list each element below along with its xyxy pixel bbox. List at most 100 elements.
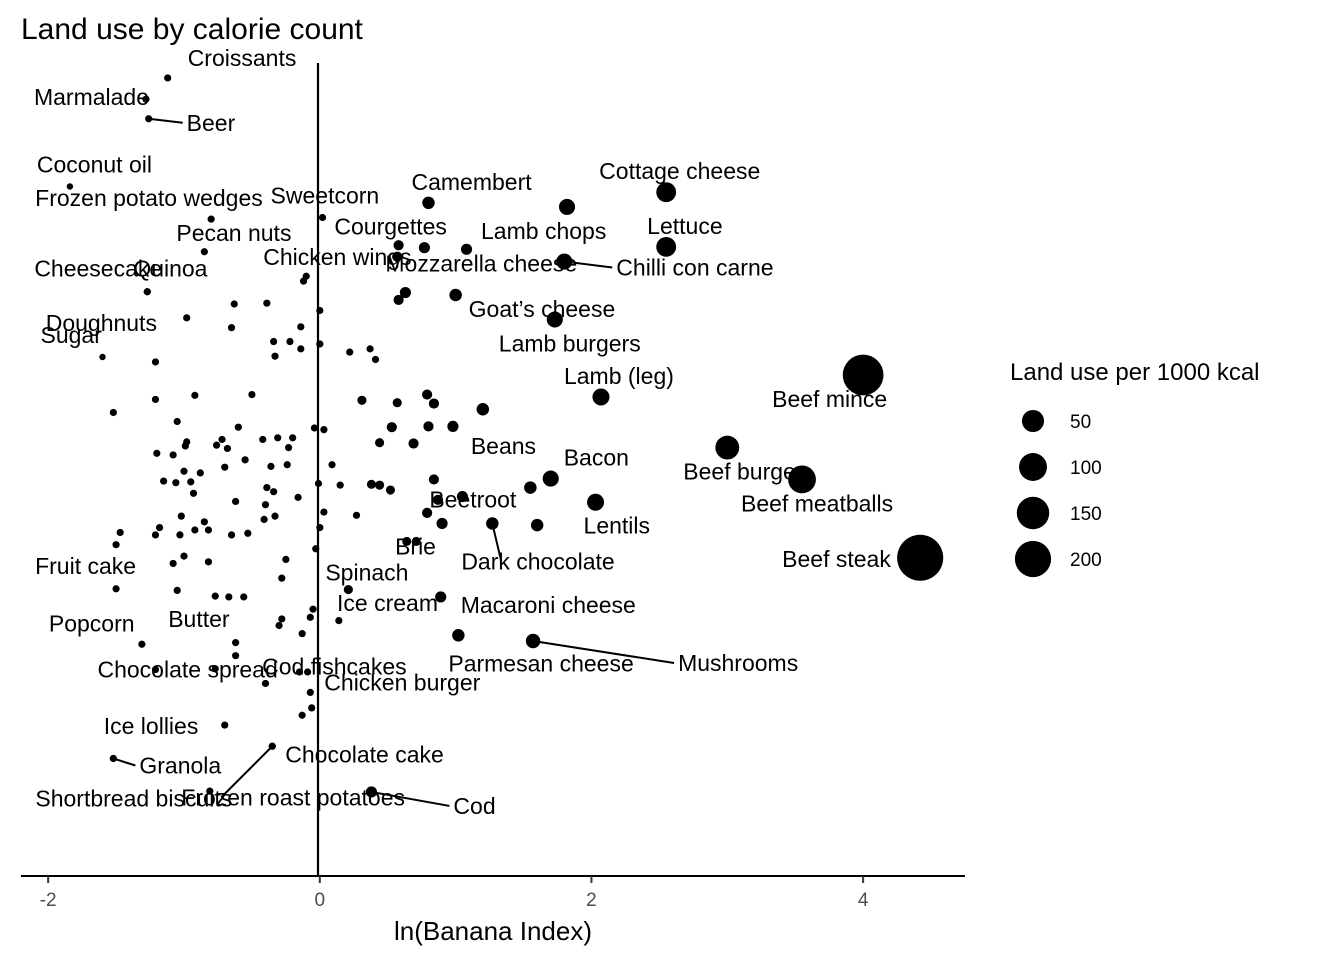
point-label-lentils: Lentils: [584, 512, 650, 538]
scatter-point-lamb-burgers: [546, 311, 563, 328]
scatter-point: [223, 444, 232, 453]
point-label-brie: Brie: [395, 533, 436, 559]
legend-label-50: 50: [1070, 412, 1091, 433]
point-label-chicken-burger: Chicken burger: [324, 669, 480, 695]
scatter-point: [422, 507, 433, 518]
scatter-point: [173, 586, 181, 595]
scatter-point-lamb-chops: [558, 198, 576, 215]
scatter-point: [297, 323, 305, 331]
point-label-beer: Beer: [187, 110, 236, 136]
point-label-quinoa: Quinoa: [133, 256, 207, 282]
scatter-point: [240, 593, 248, 601]
scatter-point: [375, 480, 385, 490]
scatter-point: [200, 518, 208, 526]
scatter-point: [160, 477, 168, 485]
point-label-courgettes: Courgettes: [334, 214, 447, 240]
scatter-point: [176, 531, 184, 539]
legend-label-200: 200: [1070, 550, 1102, 571]
scatter-point: [408, 438, 419, 449]
scatter-point: [155, 523, 164, 532]
legend-size-key-50: [1021, 409, 1045, 433]
scatter-point: [263, 483, 271, 492]
scatter-point: [530, 518, 544, 532]
scatter-point: [460, 243, 473, 255]
scatter-point: [180, 552, 188, 560]
scatter-point: [248, 390, 256, 399]
scatter-point-pecan-nuts: [200, 248, 208, 256]
scatter-point-chilli-con-carne: [556, 253, 573, 270]
legend-size-key-100: [1019, 453, 1047, 481]
scatter-point: [310, 424, 318, 432]
point-label-doughnuts: Doughnuts: [46, 310, 157, 336]
scatter-point: [278, 615, 286, 623]
scatter-point-cod: [365, 786, 378, 798]
point-label-dark-chocolate: Dark chocolate: [461, 548, 614, 574]
point-label-shortbread-biscuits: Shortbread biscuits: [35, 785, 232, 811]
scatter-point: [260, 515, 268, 524]
scatter-point: [230, 300, 238, 308]
point-label-chilli-con-carne: Chilli con carne: [616, 255, 773, 281]
point-label-goat-s-cheese: Goat’s cheese: [469, 296, 616, 322]
scatter-point: [112, 541, 120, 549]
scatter-point: [191, 526, 199, 534]
scatter-point: [153, 449, 161, 457]
point-label-granola: Granola: [139, 752, 221, 778]
scatter-point: [227, 531, 236, 539]
point-labels: Croissants Marmalade Beer Coconut oil Frozen…: [34, 45, 893, 819]
point-label-cottage-cheese: Cottage cheese: [599, 158, 760, 184]
scatter-point-brie: [436, 517, 448, 530]
scatter-point: [306, 613, 314, 621]
x-axis-title: ln(Banana Index): [394, 916, 592, 946]
scatter-point-mozzarella-cheese: [399, 286, 411, 299]
data-points: [66, 74, 944, 798]
point-label-lamb-chops: Lamb chops: [481, 218, 606, 244]
scatter-point: [181, 442, 189, 450]
connector-frozen-roast-potatoes: [220, 745, 273, 798]
scatter-point: [328, 461, 336, 469]
scatter-point-mushrooms: [525, 633, 541, 649]
scatter-point-chocolate-spread: [261, 679, 270, 688]
scatter-point: [295, 668, 304, 676]
x-tick-label: 2: [586, 890, 597, 911]
scatter-point: [177, 512, 185, 520]
scatter-point-lettuce: [656, 236, 677, 257]
scatter-point: [352, 511, 361, 519]
scatter-point: [308, 704, 316, 712]
point-label-lettuce: Lettuce: [647, 213, 722, 239]
scatter-point-spinach: [343, 585, 353, 595]
connector-chilli-con-carne: [564, 260, 613, 269]
point-label-cod: Cod: [453, 793, 495, 819]
scatter-point: [151, 531, 160, 539]
scatter-point: [225, 593, 233, 601]
scatter-point: [422, 389, 433, 400]
point-label-parmesan-cheese: Parmesan cheese: [448, 650, 633, 676]
scatter-point-macaroni-cheese: [435, 591, 447, 603]
scatter-point: [271, 352, 279, 360]
scatter-point-beer: [145, 115, 153, 123]
scatter-point-courgettes: [418, 242, 430, 254]
point-label-frozen-roast-potatoes: Frozen roast potatoes: [181, 784, 405, 810]
scatter-point: [275, 621, 283, 630]
scatter-point-frozen-roast-potatoes: [268, 742, 276, 750]
scatter-point: [169, 559, 177, 568]
label-connectors: [113, 117, 675, 807]
scatter-point-chicken-burger: [306, 688, 314, 697]
scatter-point: [232, 639, 240, 647]
scatter-point: [211, 665, 219, 673]
scatter-point: [232, 652, 240, 660]
scatter-point: [432, 494, 444, 505]
scatter-point-beef-mince: [842, 354, 884, 396]
scatter-point: [386, 422, 397, 433]
scatter-point: [261, 501, 270, 509]
legend-items: 50 100 150 200: [1014, 409, 1102, 578]
scatter-point-beans: [476, 403, 490, 416]
legend-title: Land use per 1000 kcal: [1010, 359, 1260, 386]
scatter-point-ice-lollies: [221, 721, 229, 729]
point-label-beef-mince: Beef mince: [772, 386, 887, 412]
scatter-point: [283, 461, 291, 469]
scatter-point: [206, 787, 214, 795]
scatter-point: [189, 489, 198, 497]
scatter-point: [297, 345, 305, 353]
point-label-beans: Beans: [471, 433, 536, 459]
point-label-fruit-cake: Fruit cake: [35, 553, 136, 579]
